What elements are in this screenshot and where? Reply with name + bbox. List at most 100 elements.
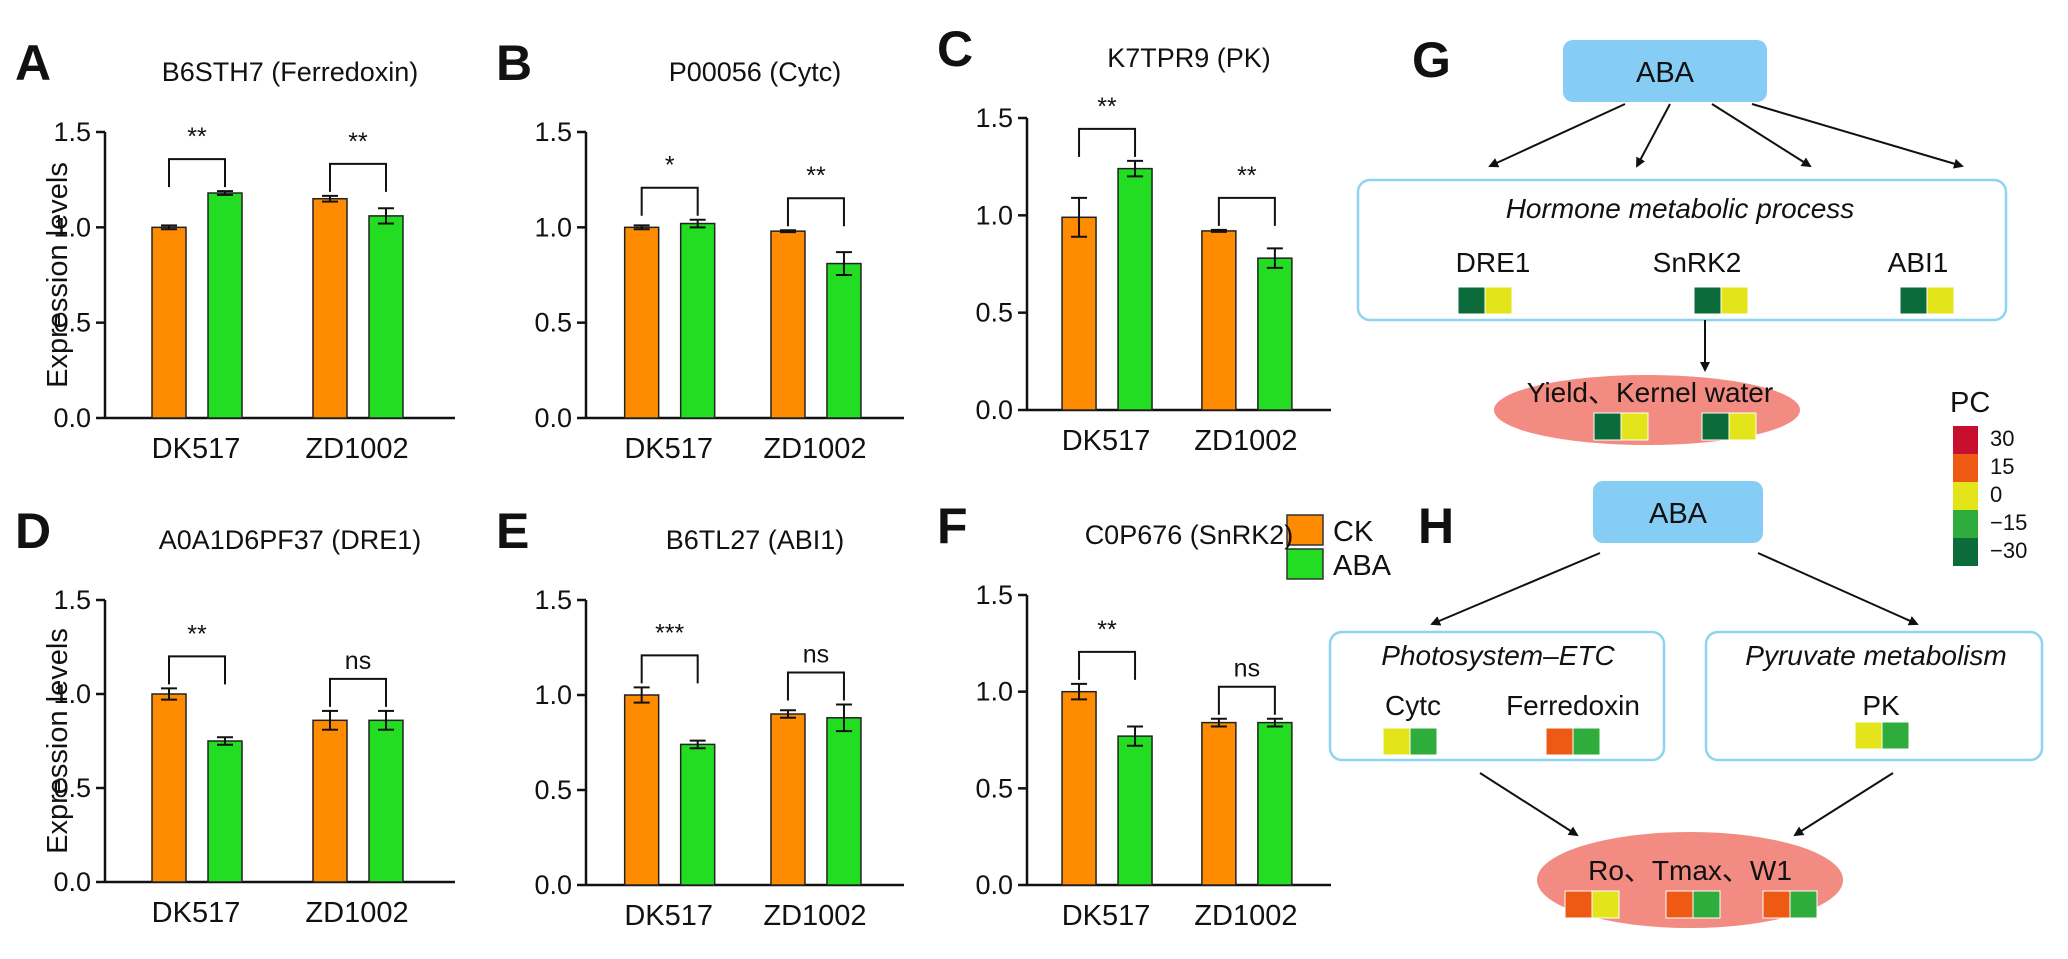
arrow-h-down-right [1793, 772, 1894, 837]
panel-h: H ABA Photosystem–ETC Cytc Ferredoxin Py… [1328, 481, 2044, 928]
pc-scale-tick: 15 [1990, 454, 2014, 479]
arrow-g-2 [1636, 103, 1671, 168]
pc-scale-cell [1953, 538, 1978, 566]
heat-cell-cytc-ck [1382, 727, 1411, 756]
heat-cell-abi1-ck [1899, 286, 1928, 315]
bar-ck-zd1002 [1201, 721, 1237, 886]
chart-panel-d: D A0A1D6PF37 (DRE1) 0.0 0.5 1.0 1.5 Expression… [15, 503, 455, 929]
y-tick-label: 0.0 [53, 403, 91, 433]
y-tick-label: 0.5 [53, 308, 91, 338]
y-tick-label: 1.5 [53, 585, 91, 615]
y-tick-label: 0.5 [534, 775, 572, 805]
significance-label: ** [1237, 162, 1257, 190]
bar-aba-zd1002 [1257, 721, 1293, 886]
bar-ck-zd1002 [1201, 230, 1237, 411]
x-category-label: ZD1002 [763, 900, 866, 932]
gene-heat-cells-g [1457, 286, 1955, 315]
bar-aba-dk517 [207, 740, 243, 883]
significance-bracket [1217, 685, 1276, 715]
y-tick-label: 1.0 [53, 679, 91, 709]
y-tick-label: 1.0 [534, 680, 572, 710]
x-category-label: ZD1002 [305, 433, 408, 465]
outcome-label-g: Yield、Kernel water [1527, 377, 1773, 408]
process-label-h-right: Pyruvate metabolism [1745, 640, 2006, 671]
significance-label: ns [345, 647, 371, 675]
y-axis-label: Expression levels [42, 628, 74, 854]
pc-scale-tick: 30 [1990, 426, 2014, 451]
heat-cell-outcome-ck [1593, 412, 1622, 441]
significance-bracket [640, 654, 699, 684]
heat-cell-outcome-aba [1591, 890, 1620, 919]
y-axis-label: Expression levels [42, 162, 74, 388]
chart-title: B6TL27 (ABI1) [666, 525, 845, 555]
bar-aba-dk517 [1117, 735, 1153, 886]
significance-label: ** [1097, 93, 1117, 121]
legend-swatch-aba [1286, 548, 1324, 580]
panel-letter: C [937, 21, 973, 77]
outcome-heat-cells-g [1593, 412, 1757, 441]
x-category-label: ZD1002 [1194, 425, 1297, 457]
y-tick-label: 1.5 [534, 585, 572, 615]
heat-cell-outcome-aba [1789, 890, 1818, 919]
y-tick-label: 1.5 [53, 117, 91, 147]
significance-bracket [168, 655, 226, 685]
x-category-label: DK517 [1062, 900, 1151, 932]
arrow-h-left [1430, 552, 1601, 626]
gene-label-snrk2: SnRK2 [1653, 247, 1742, 278]
chart-title: C0P676 (SnRK2) [1085, 520, 1294, 550]
process-box-g [1356, 178, 2008, 322]
arrow-g-3 [1711, 103, 1812, 168]
panel-letter: A [15, 35, 51, 91]
heat-cell-snrk2-ck [1693, 286, 1722, 315]
x-category-label: DK517 [624, 433, 713, 465]
pc-scale-cell [1953, 454, 1978, 482]
pc-scale-tick: −15 [1990, 510, 2027, 535]
significance-bracket [786, 197, 845, 227]
bar-ck-zd1002 [312, 719, 348, 883]
heat-cell-outcome-aba [1620, 412, 1649, 441]
process-label-h-left: Photosystem–ETC [1381, 640, 1615, 671]
y-tick-label: 1.5 [975, 580, 1013, 610]
significance-bracket [786, 671, 845, 701]
chart-title: P00056 (Cytc) [669, 57, 842, 87]
significance-label: ** [806, 162, 826, 190]
pc-scale-cell [1953, 426, 1978, 454]
heat-cell-outcome-aba [1728, 412, 1757, 441]
significance-label: * [665, 152, 675, 180]
y-tick-label: 0.0 [534, 403, 572, 433]
gene-label-cytc: Cytc [1385, 690, 1441, 721]
chart-panel-e: E B6TL27 (ABI1) 0.0 0.5 1.0 1.5 DK517 *** ZD1002… [496, 503, 904, 932]
panel-letter: D [15, 503, 51, 559]
panel-letter: B [496, 35, 532, 91]
significance-label: ** [348, 128, 368, 156]
y-tick-label: 0.5 [53, 773, 91, 803]
significance-bracket [329, 677, 387, 707]
heat-cell-pk-ck [1854, 721, 1883, 750]
legend: CK ABA [1286, 514, 1392, 582]
gene-label-dre1: DRE1 [1456, 247, 1531, 278]
bar-aba-dk517 [679, 743, 716, 886]
heat-cell-outcome-ck [1701, 412, 1730, 441]
bar-ck-dk517 [623, 694, 660, 886]
x-category-label: ZD1002 [1194, 900, 1297, 932]
pc-scale-ticks: 30 15 0 −15 −30 [1990, 426, 2027, 563]
heat-cell-outcome-aba [1692, 890, 1721, 919]
y-tick-label: 0.5 [534, 308, 572, 338]
x-category-label: DK517 [1062, 425, 1151, 457]
panel-letter: F [937, 498, 968, 554]
heat-cell-ferredoxin-ck [1545, 727, 1574, 756]
arrow-h-right [1757, 552, 1919, 626]
significance-bracket [1078, 127, 1137, 157]
arrow-h-down-left [1479, 772, 1579, 837]
y-tick-label: 0.5 [975, 298, 1013, 328]
y-tick-label: 0.0 [975, 395, 1013, 425]
heat-cell-outcome-ck [1762, 890, 1791, 919]
bar-aba-dk517 [207, 192, 243, 419]
heat-cell-outcome-ck [1564, 890, 1593, 919]
pc-scale-cell [1953, 510, 1978, 538]
chart-panel-c: C K7TPR9 (PK) 0.0 0.5 1.0 1.5 DK517 ** ZD1002 ** [937, 21, 1331, 457]
bar-aba-zd1002 [826, 262, 862, 419]
y-tick-label: 1.0 [534, 212, 572, 242]
legend-label-aba: ABA [1333, 550, 1392, 582]
aba-box-g [1563, 40, 1767, 102]
